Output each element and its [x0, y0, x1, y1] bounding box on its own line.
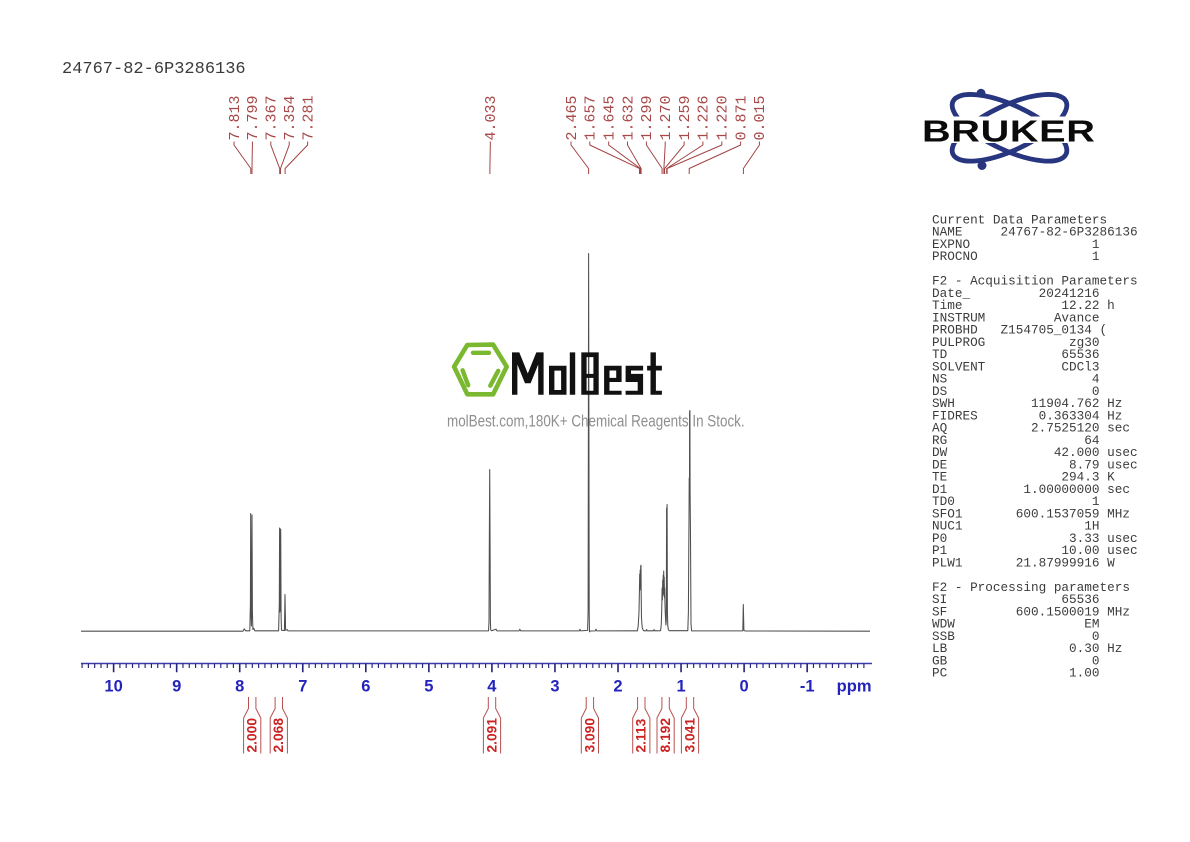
svg-text:1.632: 1.632 [620, 95, 637, 140]
svg-text:8.192: 8.192 [658, 718, 673, 753]
svg-text:7.354: 7.354 [282, 95, 299, 140]
svg-text:2.465: 2.465 [564, 95, 581, 140]
svg-text:INSTRUM Avance: INSTRUM Avance [932, 310, 1100, 325]
svg-text:AQ 2.7525120 sec: AQ 2.7525120 sec [932, 421, 1130, 436]
svg-text:RG 64: RG 64 [932, 433, 1100, 448]
svg-text:1.299: 1.299 [639, 95, 656, 140]
svg-text:SSB 0: SSB 0 [932, 629, 1100, 644]
svg-text:PROBHD Z154705_0134 (: PROBHD Z154705_0134 ( [932, 323, 1107, 338]
svg-text:P1 10.00 usec: P1 10.00 usec [932, 543, 1138, 558]
svg-text:NAME 24767-82-6P3286136: NAME 24767-82-6P3286136 [932, 225, 1138, 240]
svg-text:24767-82-6P3286136: 24767-82-6P3286136 [62, 60, 246, 79]
svg-text:-1: -1 [800, 678, 815, 696]
svg-text:5: 5 [424, 678, 433, 696]
svg-text:SFO1 600.1537059 MHz: SFO1 600.1537059 MHz [932, 506, 1130, 521]
svg-text:NUC1 1H: NUC1 1H [932, 519, 1100, 534]
svg-text:7.799: 7.799 [245, 95, 262, 140]
svg-text:2.068: 2.068 [271, 718, 286, 753]
svg-text:PLW1 21.87999916 W: PLW1 21.87999916 W [932, 555, 1115, 570]
svg-text:F2 - Processing parameters: F2 - Processing parameters [932, 580, 1130, 595]
svg-text:3.041: 3.041 [682, 718, 697, 753]
svg-text:1.270: 1.270 [658, 95, 675, 140]
svg-text:7.367: 7.367 [264, 95, 281, 140]
svg-text:EXPNO 1: EXPNO 1 [932, 237, 1100, 252]
svg-text:1.226: 1.226 [696, 95, 713, 140]
svg-text:1: 1 [677, 678, 686, 696]
svg-text:6: 6 [361, 678, 370, 696]
svg-text:DE 8.79 usec: DE 8.79 usec [932, 457, 1138, 472]
svg-text:1.259: 1.259 [677, 95, 694, 140]
svg-text:PROCNO 1: PROCNO 1 [932, 249, 1100, 264]
svg-text:7.281: 7.281 [300, 95, 317, 140]
svg-text:4.033: 4.033 [483, 95, 500, 140]
svg-text:Date_ 20241216: Date_ 20241216 [932, 286, 1100, 301]
svg-text:1.645: 1.645 [602, 95, 619, 140]
svg-text:2: 2 [613, 678, 622, 696]
svg-text:1.220: 1.220 [715, 95, 732, 140]
svg-text:PC 1.00: PC 1.00 [932, 666, 1100, 681]
svg-text:PULPROG zg30: PULPROG zg30 [932, 335, 1100, 350]
svg-text:BRUKER: BRUKER [922, 113, 1096, 148]
svg-text:8: 8 [235, 678, 244, 696]
svg-text:DS 0: DS 0 [932, 384, 1100, 399]
svg-text:0: 0 [740, 678, 749, 696]
svg-text:NS 4: NS 4 [932, 372, 1100, 387]
svg-text:molBest.com,180K+ Chemical Rea: molBest.com,180K+ Chemical Reagents In S… [447, 412, 745, 431]
svg-text:DW 42.000 usec: DW 42.000 usec [932, 445, 1138, 460]
svg-text:TD 65536: TD 65536 [932, 347, 1100, 362]
svg-text:2.091: 2.091 [484, 718, 499, 753]
svg-text:10: 10 [104, 678, 122, 696]
svg-text:3.090: 3.090 [582, 718, 597, 753]
svg-text:0.015: 0.015 [752, 95, 769, 140]
svg-text:GB 0: GB 0 [932, 653, 1100, 668]
svg-text:TD0 1: TD0 1 [932, 494, 1100, 509]
svg-text:Current Data Parameters: Current Data Parameters [932, 212, 1107, 227]
svg-text:ppm: ppm [837, 678, 872, 696]
svg-text:FIDRES 0.363304 Hz: FIDRES 0.363304 Hz [932, 408, 1122, 423]
svg-text:1.657: 1.657 [583, 95, 600, 140]
svg-text:3: 3 [550, 678, 559, 696]
svg-text:LB 0.30 Hz: LB 0.30 Hz [932, 641, 1122, 656]
svg-text:SOLVENT CDCl3: SOLVENT CDCl3 [932, 359, 1100, 374]
svg-text:2.000: 2.000 [245, 718, 260, 753]
svg-text:7: 7 [298, 678, 307, 696]
svg-text:SWH 11904.762 Hz: SWH 11904.762 Hz [932, 396, 1122, 411]
svg-text:2.113: 2.113 [634, 718, 649, 752]
svg-text:F2 - Acquisition Parameters: F2 - Acquisition Parameters [932, 274, 1138, 289]
svg-text:SF 600.1500019 MHz: SF 600.1500019 MHz [932, 604, 1130, 619]
svg-text:7.813: 7.813 [227, 95, 244, 140]
svg-text:0.871: 0.871 [733, 95, 750, 140]
svg-text:9: 9 [172, 678, 181, 696]
svg-text:Time 12.22 h: Time 12.22 h [932, 298, 1115, 313]
svg-text:WDW EM: WDW EM [932, 617, 1100, 632]
svg-text:P0 3.33 usec: P0 3.33 usec [932, 531, 1138, 546]
svg-text:TE 294.3 K: TE 294.3 K [932, 470, 1115, 485]
svg-text:D1 1.00000000 sec: D1 1.00000000 sec [932, 482, 1130, 497]
svg-text:SI 65536: SI 65536 [932, 592, 1100, 607]
svg-text:4: 4 [487, 678, 497, 696]
